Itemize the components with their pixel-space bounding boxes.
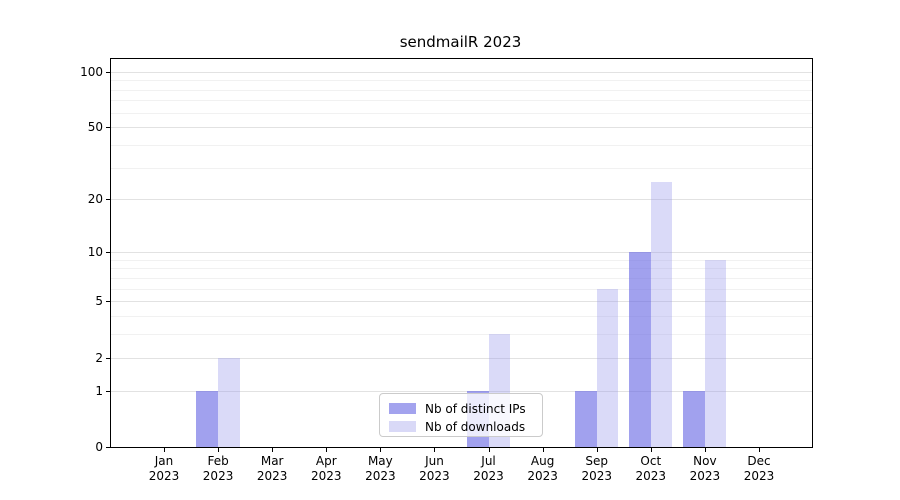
x-tick-label: Dec 2023 bbox=[743, 454, 775, 483]
x-tick-mark bbox=[326, 448, 328, 452]
plot-area: 0 1 2 5 10 20 50 100 Jan 2023 Feb 2023 Mar 2023 Apr… bbox=[80, 58, 813, 483]
legend: Nb of distinct IPs Nb of downloads bbox=[379, 393, 543, 437]
gridline-minor bbox=[111, 334, 812, 336]
y-tick-mark bbox=[106, 357, 110, 359]
gridline-minor bbox=[111, 145, 812, 147]
x-tick-label: Sep 2023 bbox=[581, 454, 612, 483]
gridline-minor bbox=[111, 112, 812, 114]
bar-downloads-oct bbox=[650, 182, 673, 447]
gridline-minor bbox=[111, 80, 812, 82]
x-tick-mark bbox=[704, 448, 706, 452]
gridline-minor bbox=[111, 100, 812, 102]
x-tick-mark bbox=[758, 448, 760, 452]
x-tick-mark bbox=[380, 448, 382, 452]
bar-distinct-ips-oct bbox=[629, 252, 651, 447]
gridline-minor bbox=[111, 259, 812, 261]
x-tick-label: Feb 2023 bbox=[202, 454, 234, 483]
bar-distinct-ips-feb bbox=[196, 390, 219, 447]
legend-item-downloads: Nb of downloads bbox=[389, 419, 542, 434]
x-tick-label: May 2023 bbox=[365, 454, 396, 483]
chart-title: sendmailR 2023 bbox=[399, 33, 522, 51]
x-tick-label: Jul 2023 bbox=[473, 454, 504, 483]
gridline-major bbox=[111, 252, 812, 254]
x-tick-label: Nov 2023 bbox=[689, 454, 721, 483]
y-tick-label: 10 bbox=[87, 245, 103, 260]
y-tick-label: 2 bbox=[95, 350, 103, 365]
y-tick-mark bbox=[106, 127, 110, 129]
legend-label-distinct-ips: Nb of distinct IPs bbox=[425, 401, 526, 416]
x-tick-mark bbox=[164, 448, 165, 452]
x-tick-label: Oct 2023 bbox=[635, 454, 667, 483]
bar-distinct-ips-nov bbox=[683, 390, 705, 447]
y-tick-label: 0 bbox=[95, 440, 103, 454]
gridline-minor bbox=[111, 288, 812, 290]
y-tick-mark bbox=[106, 390, 110, 392]
gridline-major bbox=[111, 127, 812, 129]
x-tick-label: Mar 2023 bbox=[256, 454, 288, 483]
bar-downloads-feb bbox=[218, 357, 240, 447]
gridline-minor bbox=[111, 316, 812, 318]
x-tick-label: Jun 2023 bbox=[419, 454, 450, 483]
x-tick-mark bbox=[542, 448, 544, 452]
y-tick-label: 100 bbox=[80, 64, 103, 79]
legend-swatch-distinct-ips bbox=[389, 403, 416, 414]
bar-downloads-sep bbox=[596, 288, 619, 447]
x-tick-mark bbox=[272, 448, 274, 452]
x-tick-mark bbox=[488, 448, 490, 452]
x-tick-label: Aug 2023 bbox=[527, 454, 558, 483]
x-tick-label: Jan 2023 bbox=[148, 454, 180, 483]
y-tick-mark bbox=[106, 71, 110, 73]
x-tick-label: Apr 2023 bbox=[310, 454, 342, 483]
legend-item-distinct-ips: Nb of distinct IPs bbox=[389, 401, 542, 416]
gridline-major bbox=[111, 390, 812, 392]
x-tick-mark bbox=[218, 448, 220, 452]
y-tick-label: 5 bbox=[95, 294, 103, 309]
gridline-minor bbox=[111, 89, 812, 91]
gridline-major bbox=[111, 357, 812, 359]
gridline-minor bbox=[111, 277, 812, 279]
y-tick-mark bbox=[106, 252, 110, 254]
y-tick-label: 20 bbox=[87, 192, 103, 207]
legend-label-downloads: Nb of downloads bbox=[425, 419, 526, 434]
bar-downloads-nov bbox=[704, 259, 727, 447]
x-tick-mark bbox=[650, 448, 652, 452]
x-tick-mark bbox=[434, 448, 436, 452]
x-tick-mark bbox=[596, 448, 598, 452]
gridline-major bbox=[111, 71, 812, 73]
y-tick-label: 1 bbox=[95, 383, 103, 398]
gridline-major bbox=[111, 301, 812, 303]
y-tick-label: 50 bbox=[87, 120, 103, 135]
gridline-major bbox=[111, 199, 812, 201]
bar-distinct-ips-sep bbox=[575, 390, 597, 447]
y-tick-mark bbox=[106, 447, 110, 448]
gridline-minor bbox=[111, 268, 812, 270]
legend-swatch-downloads bbox=[389, 421, 416, 432]
gridline-minor bbox=[111, 167, 812, 169]
y-tick-mark bbox=[106, 199, 110, 201]
y-tick-mark bbox=[106, 301, 110, 303]
